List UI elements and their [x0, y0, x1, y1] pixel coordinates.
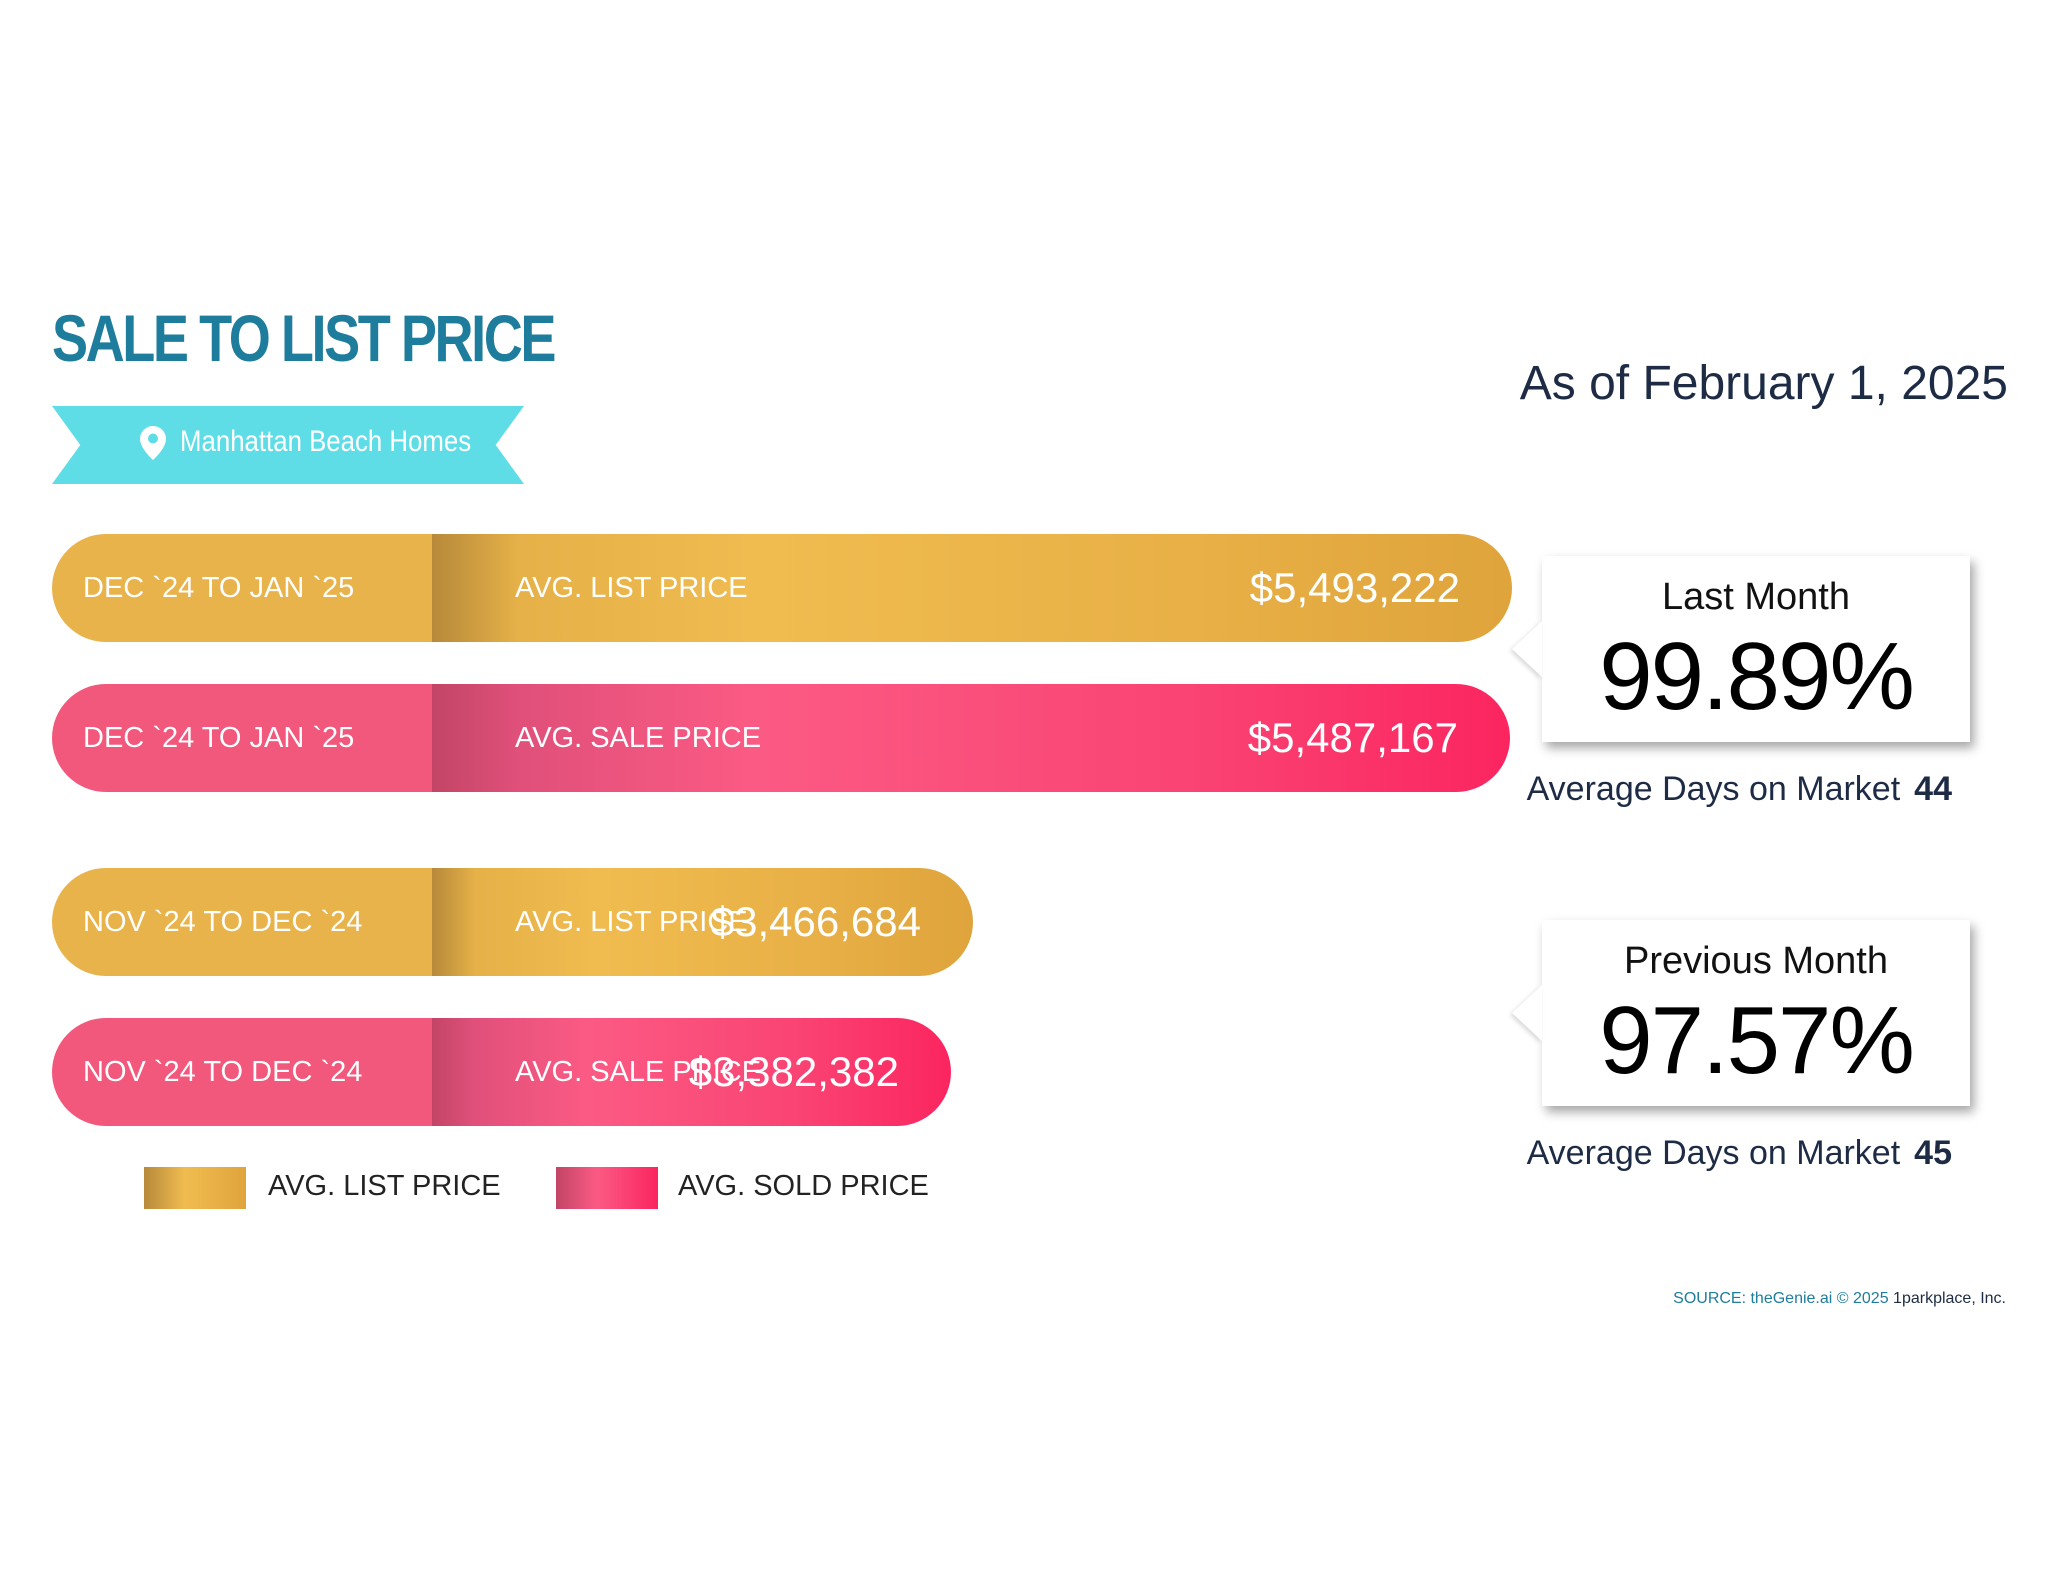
bar-value-label: $3,382,382 — [688, 1048, 899, 1095]
last-month-days-on-market: Average Days on Market 44 — [1527, 770, 1952, 809]
bar-type-label: AVG. SALE PRICE — [515, 1056, 762, 1088]
location-label: Manhattan Beach Homes — [180, 425, 472, 458]
source-suffix: 1parkplace, Inc. — [1893, 1290, 2006, 1307]
page-title: SALE TO LIST PRICE — [52, 301, 556, 375]
dom-label: Average Days on Market — [1526, 1134, 1901, 1172]
bar-value-label: $5,493,222 — [1249, 564, 1460, 611]
dom-value: 44 — [1914, 770, 1952, 808]
list-price-bar — [52, 868, 973, 976]
previous-month-days-on-market: Average Days on Market 45 — [1527, 1134, 1952, 1173]
bar-period-segment — [52, 1018, 432, 1126]
location-ribbon — [52, 406, 524, 484]
last-month-callout: Last Month 99.89% — [1542, 556, 1970, 742]
bar-value-segment — [432, 868, 973, 976]
bar-type-label: AVG. SALE PRICE — [515, 722, 762, 754]
bar-value-label: $5,487,167 — [1247, 714, 1458, 761]
bar-period-label: NOV `24 TO DEC `24 — [83, 1056, 363, 1088]
bar-value-label: $3,466,684 — [710, 898, 921, 945]
legend-label-sold: AVG. SOLD PRICE — [678, 1170, 929, 1202]
source-prefix: SOURCE: theGenie.ai © 2025 — [1673, 1290, 1889, 1307]
bar-period-segment — [52, 534, 432, 642]
bar-value-segment — [432, 684, 1510, 792]
bar-period-segment — [52, 684, 432, 792]
bar-period-segment — [52, 868, 432, 976]
bar-type-label: AVG. LIST PRICE — [515, 572, 748, 604]
location-pin-icon — [140, 426, 166, 460]
previous-month-callout: Previous Month 97.57% — [1542, 920, 1970, 1106]
bar-period-label: DEC `24 TO JAN `25 — [83, 572, 355, 604]
list-price-bar — [52, 534, 1512, 642]
bar-value-segment — [432, 534, 1512, 642]
sale-price-bar — [52, 684, 1510, 792]
as-of-date: As of February 1, 2025 — [1519, 357, 2008, 410]
previous-month-ratio: 97.57% — [1599, 987, 1915, 1094]
legend-swatch-sold — [556, 1167, 658, 1209]
dom-value: 45 — [1914, 1134, 1952, 1172]
last-month-title: Last Month — [1662, 576, 1850, 618]
previous-month-title: Previous Month — [1623, 940, 1888, 982]
dom-label: Average Days on Market — [1526, 770, 1901, 808]
legend-label-list: AVG. LIST PRICE — [268, 1170, 501, 1202]
bar-period-label: NOV `24 TO DEC `24 — [83, 906, 363, 938]
sale-price-bar — [52, 1018, 951, 1126]
bar-period-label: DEC `24 TO JAN `25 — [83, 722, 355, 754]
bar-value-segment — [432, 1018, 951, 1126]
legend-swatch-list — [144, 1167, 246, 1209]
source-note: SOURCE: theGenie.ai © 2025 1parkplace, I… — [1673, 1290, 2006, 1308]
bar-type-label: AVG. LIST PRICE — [515, 906, 748, 938]
last-month-ratio: 99.89% — [1599, 623, 1915, 730]
